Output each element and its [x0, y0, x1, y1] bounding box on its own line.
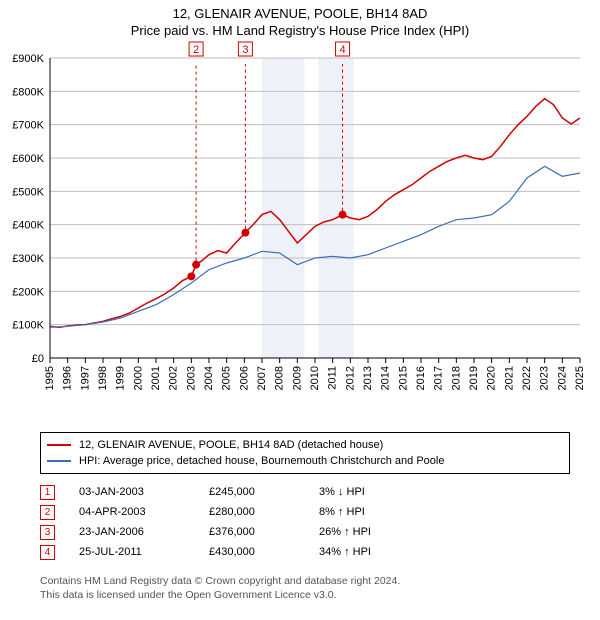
svg-text:2011: 2011 [327, 366, 339, 390]
svg-text:2018: 2018 [450, 366, 462, 390]
svg-text:2007: 2007 [256, 366, 268, 390]
svg-text:£500K: £500K [12, 186, 44, 198]
svg-text:2015: 2015 [397, 366, 409, 390]
svg-text:2014: 2014 [380, 366, 392, 390]
tx-delta: 26% ↑ HPI [319, 526, 429, 538]
tx-price: £280,000 [209, 506, 319, 518]
tx-date: 04-APR-2003 [79, 506, 209, 518]
svg-text:£900K: £900K [12, 53, 44, 65]
svg-text:2002: 2002 [168, 366, 180, 390]
svg-text:2024: 2024 [556, 366, 568, 390]
tx-index-box: 3 [40, 525, 55, 540]
transaction-table: 1 03-JAN-2003£245,0003% ↓ HPI 2 04-APR-2003… [40, 482, 429, 562]
legend-row: 12, GLENAIR AVENUE, POOLE, BH14 8AD (det… [47, 437, 563, 453]
svg-text:2023: 2023 [539, 366, 551, 390]
svg-text:2017: 2017 [433, 366, 445, 390]
legend-label: 12, GLENAIR AVENUE, POOLE, BH14 8AD (det… [79, 439, 383, 451]
footer-line-2: This data is licensed under the Open Gov… [40, 588, 400, 602]
tx-index-box: 4 [40, 545, 55, 560]
tx-price: £430,000 [209, 546, 319, 558]
legend-swatch [47, 460, 71, 462]
svg-text:2022: 2022 [521, 366, 533, 390]
legend-label: HPI: Average price, detached house, Bour… [79, 455, 444, 467]
svg-text:£600K: £600K [12, 153, 44, 165]
table-row: 1 03-JAN-2003£245,0003% ↓ HPI [40, 482, 429, 502]
svg-text:2010: 2010 [309, 366, 321, 390]
title-sub: Price paid vs. HM Land Registry's House … [0, 23, 600, 38]
svg-text:2025: 2025 [574, 366, 586, 390]
svg-text:2008: 2008 [274, 366, 286, 390]
titles: 12, GLENAIR AVENUE, POOLE, BH14 8AD Pric… [0, 0, 600, 38]
title-main: 12, GLENAIR AVENUE, POOLE, BH14 8AD [0, 6, 600, 21]
tx-date: 03-JAN-2003 [79, 486, 209, 498]
legend-row: HPI: Average price, detached house, Bour… [47, 453, 563, 469]
tx-index-box: 1 [40, 485, 55, 500]
svg-text:£400K: £400K [12, 220, 44, 232]
svg-text:2016: 2016 [415, 366, 427, 390]
tx-price: £245,000 [209, 486, 319, 498]
svg-text:3: 3 [242, 44, 248, 56]
chart-area: £0 £100K £200K £300K £400K £500K £600K £700K £80… [0, 40, 600, 420]
svg-text:£800K: £800K [12, 86, 44, 98]
svg-text:2006: 2006 [238, 366, 250, 390]
tx-date: 25-JUL-2011 [79, 546, 209, 558]
svg-text:1999: 1999 [115, 366, 127, 390]
svg-text:1996: 1996 [62, 366, 74, 390]
svg-text:2003: 2003 [185, 366, 197, 390]
tx-date: 23-JAN-2006 [79, 526, 209, 538]
svg-text:2021: 2021 [503, 366, 515, 390]
svg-text:2004: 2004 [203, 366, 215, 390]
svg-text:2012: 2012 [344, 366, 356, 390]
svg-text:£100K: £100K [12, 320, 44, 332]
table-row: 2 04-APR-2003£280,0008% ↑ HPI [40, 502, 429, 522]
svg-text:2009: 2009 [291, 366, 303, 390]
svg-text:2005: 2005 [221, 366, 233, 390]
tx-delta: 8% ↑ HPI [319, 506, 429, 518]
svg-text:£0: £0 [32, 353, 44, 365]
table-row: 4 25-JUL-2011£430,00034% ↑ HPI [40, 542, 429, 562]
tx-delta: 3% ↓ HPI [319, 486, 429, 498]
tx-index-box: 2 [40, 505, 55, 520]
table-row: 3 23-JAN-2006£376,00026% ↑ HPI [40, 522, 429, 542]
svg-text:2020: 2020 [486, 366, 498, 390]
svg-text:£200K: £200K [12, 286, 44, 298]
svg-text:£700K: £700K [12, 120, 44, 132]
svg-text:1998: 1998 [97, 366, 109, 390]
svg-text:2019: 2019 [468, 366, 480, 390]
legend-swatch [47, 444, 71, 446]
tx-price: £376,000 [209, 526, 319, 538]
chart-svg: £0 £100K £200K £300K £400K £500K £600K £700K £80… [0, 40, 600, 420]
svg-text:2: 2 [193, 44, 199, 56]
svg-text:1997: 1997 [79, 366, 91, 390]
legend: 12, GLENAIR AVENUE, POOLE, BH14 8AD (det… [40, 432, 570, 474]
tx-delta: 34% ↑ HPI [319, 546, 429, 558]
svg-text:£300K: £300K [12, 253, 44, 265]
footer-line-1: Contains HM Land Registry data © Crown c… [40, 574, 400, 588]
svg-text:2013: 2013 [362, 366, 374, 390]
footer: Contains HM Land Registry data © Crown c… [40, 574, 400, 602]
svg-text:2000: 2000 [132, 366, 144, 390]
svg-text:2001: 2001 [150, 366, 162, 390]
svg-text:4: 4 [339, 44, 345, 56]
svg-text:1995: 1995 [44, 366, 56, 390]
chart-container: 12, GLENAIR AVENUE, POOLE, BH14 8AD Pric… [0, 0, 600, 620]
